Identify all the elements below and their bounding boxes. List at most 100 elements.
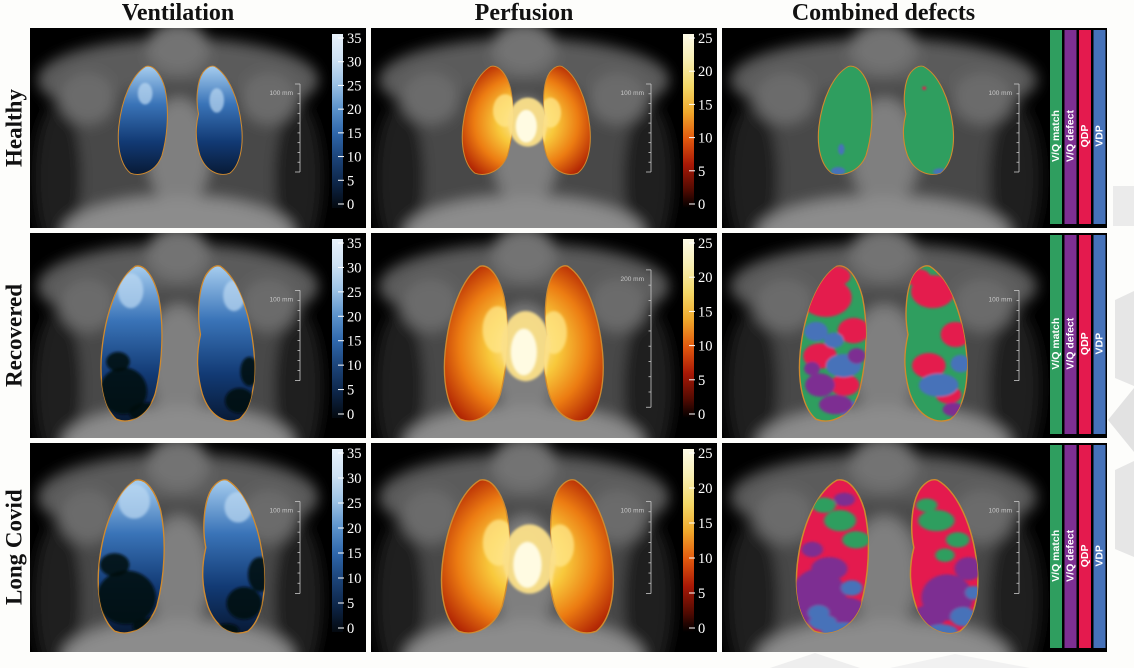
legend-bar-vq_defect	[1064, 30, 1077, 224]
legend-label-vq_match: V/Q match	[1050, 318, 1062, 370]
lung-overlay-combined	[817, 65, 955, 175]
scale-bar: 200 mm	[621, 269, 652, 408]
lung-overlay-perfusion	[443, 265, 604, 422]
torso-mri-background	[33, 233, 323, 438]
panel-recovered-combined-defects: 100 mm V/Q match V/Q defect QDP VDP	[722, 233, 1107, 438]
colorbar-tick-label: 5	[698, 164, 705, 180]
scale-bar: 100 mm	[270, 501, 301, 594]
legend-label-qdp: QDP	[1079, 544, 1091, 567]
colorbar-tick-label: 15	[347, 334, 362, 350]
colorbar-tick-label: 30	[347, 260, 362, 276]
scale-bar: 100 mm	[621, 83, 652, 173]
legend-label-vq_match: V/Q match	[1050, 530, 1062, 582]
colorbar-tick-label: 15	[698, 97, 713, 113]
colorbar-tick-label: 0	[347, 197, 354, 213]
torso-mri-background	[374, 28, 674, 228]
colorbar-tick-label: 25	[347, 78, 362, 94]
scale-bar-label: 200 mm	[621, 276, 644, 283]
colorbar-tick-label: 5	[347, 173, 354, 189]
legend-label-qdp: QDP	[1079, 125, 1091, 148]
colorbar-tick-label: 15	[698, 304, 713, 320]
colorbar-tick-label: 25	[698, 31, 713, 47]
mri-image-recovered-combined: 100 mm V/Q match V/Q defect QDP VDP	[722, 233, 1107, 438]
colorbar-tick-label: 15	[347, 126, 362, 142]
colorbar-tick-label: 20	[698, 270, 713, 286]
bottom-margin-watermark	[770, 653, 1030, 668]
column-header-perfusion: Perfusion	[474, 0, 574, 26]
torso-mri-background	[726, 233, 1041, 438]
lung-overlay-ventilation	[97, 479, 266, 634]
torso-mri-background	[33, 443, 323, 652]
scale-bar-label: 100 mm	[989, 296, 1012, 303]
colorbar-tick-label: 0	[698, 621, 705, 637]
colorbar-tick-label: 10	[698, 131, 713, 147]
colorbar-tick-label: 0	[347, 621, 354, 637]
scale-bar: 100 mm	[989, 290, 1020, 382]
colorbar-tick-label: 10	[347, 571, 362, 587]
mri-image-long_covid-ventilation: 100 mm 35 30 25 20 15 10 5 0	[30, 443, 366, 652]
colorbar-tick-label: 25	[698, 236, 713, 252]
lung-overlay-perfusion	[461, 65, 591, 175]
legend-label-vdp: VDP	[1094, 333, 1106, 355]
panel-recovered-ventilation: 100 mm 35 30 25 20 15 10 5 0	[30, 233, 366, 438]
scale-bar: 100 mm	[989, 83, 1020, 173]
mri-image-long_covid-perfusion: 100 mm 25 20 15 10 5 0	[371, 443, 717, 652]
colorbar-tick-label: 20	[347, 102, 362, 118]
legend-bar-vq_defect	[1064, 235, 1077, 434]
legend-bar-vdp	[1093, 30, 1106, 224]
panel-healthy-combined-defects: 100 mm V/Q match V/Q defect QDP VDP	[722, 28, 1107, 228]
row-label-healthy: Healthy	[1, 89, 27, 167]
colorbar-tick-label: 10	[698, 551, 713, 567]
colorbar-ventilation	[332, 239, 343, 418]
scale-bar: 100 mm	[270, 290, 301, 382]
defect-patches	[137, 82, 225, 113]
row-label-recovered: Recovered	[1, 283, 27, 388]
colorbar-tick-label: 35	[347, 446, 362, 462]
colorbar-ventilation	[332, 34, 343, 208]
colorbar-tick-label: 25	[347, 285, 362, 301]
colorbar-perfusion	[683, 239, 694, 418]
colorbar-tick-label: 0	[698, 407, 705, 423]
panel-healthy-ventilation: 100 mm 35 30 25 20 15 10 5 0	[30, 28, 366, 228]
colorbar-tick-label: 15	[698, 516, 713, 532]
colorbar-perfusion	[683, 449, 694, 632]
row-label-long-covid: Long Covid	[1, 489, 27, 606]
colorbar-tick-label: 20	[698, 64, 713, 80]
legend-bar-vdp	[1093, 445, 1106, 648]
legend-bar-vq_defect	[1064, 445, 1077, 648]
scale-bar-label: 100 mm	[621, 508, 644, 515]
colorbar-tick-label: 20	[698, 481, 713, 497]
scale-bar-label: 100 mm	[270, 508, 293, 515]
right-margin-watermark	[1108, 186, 1134, 557]
colorbar-tick-label: 5	[698, 373, 705, 389]
scale-bar-label: 100 mm	[621, 90, 644, 97]
colorbar-tick-label: 5	[347, 596, 354, 612]
mri-image-healthy-combined: 100 mm V/Q match V/Q defect QDP VDP	[722, 28, 1107, 228]
colorbar-tick-label: 0	[698, 197, 705, 213]
legend-label-vq_defect: V/Q defect	[1065, 110, 1077, 162]
scale-bar: 100 mm	[989, 501, 1020, 594]
scale-bar: 100 mm	[270, 83, 301, 173]
lung-overlay-ventilation	[100, 265, 256, 422]
colorbar-tick-label: 25	[698, 446, 713, 462]
scale-bar: 100 mm	[621, 501, 652, 594]
colorbar-tick-label: 35	[347, 31, 362, 47]
colorbar-tick-label: 10	[347, 358, 362, 374]
torso-mri-background	[726, 28, 1041, 228]
legend-bar-qdp	[1079, 30, 1091, 224]
colorbar-tick-label: 0	[347, 407, 354, 423]
colorbar-tick-label: 5	[347, 383, 354, 399]
defect-patches	[796, 492, 978, 633]
mri-image-long_covid-combined: 100 mm V/Q match V/Q defect QDP VDP	[722, 443, 1107, 652]
lung-overlay-ventilation	[117, 65, 243, 175]
panel-long-covid-combined-defects: 100 mm V/Q match V/Q defect QDP VDP	[722, 443, 1107, 652]
colorbar-tick-label: 10	[347, 150, 362, 166]
torso-mri-background	[726, 443, 1041, 652]
legend-label-vdp: VDP	[1094, 125, 1106, 147]
legend-label-vdp: VDP	[1094, 545, 1106, 567]
scale-bar-label: 100 mm	[989, 508, 1012, 515]
column-header-combined-defects: Combined defects	[791, 0, 976, 26]
defect-patches	[98, 484, 265, 633]
lung-overlay-combined	[798, 265, 968, 422]
